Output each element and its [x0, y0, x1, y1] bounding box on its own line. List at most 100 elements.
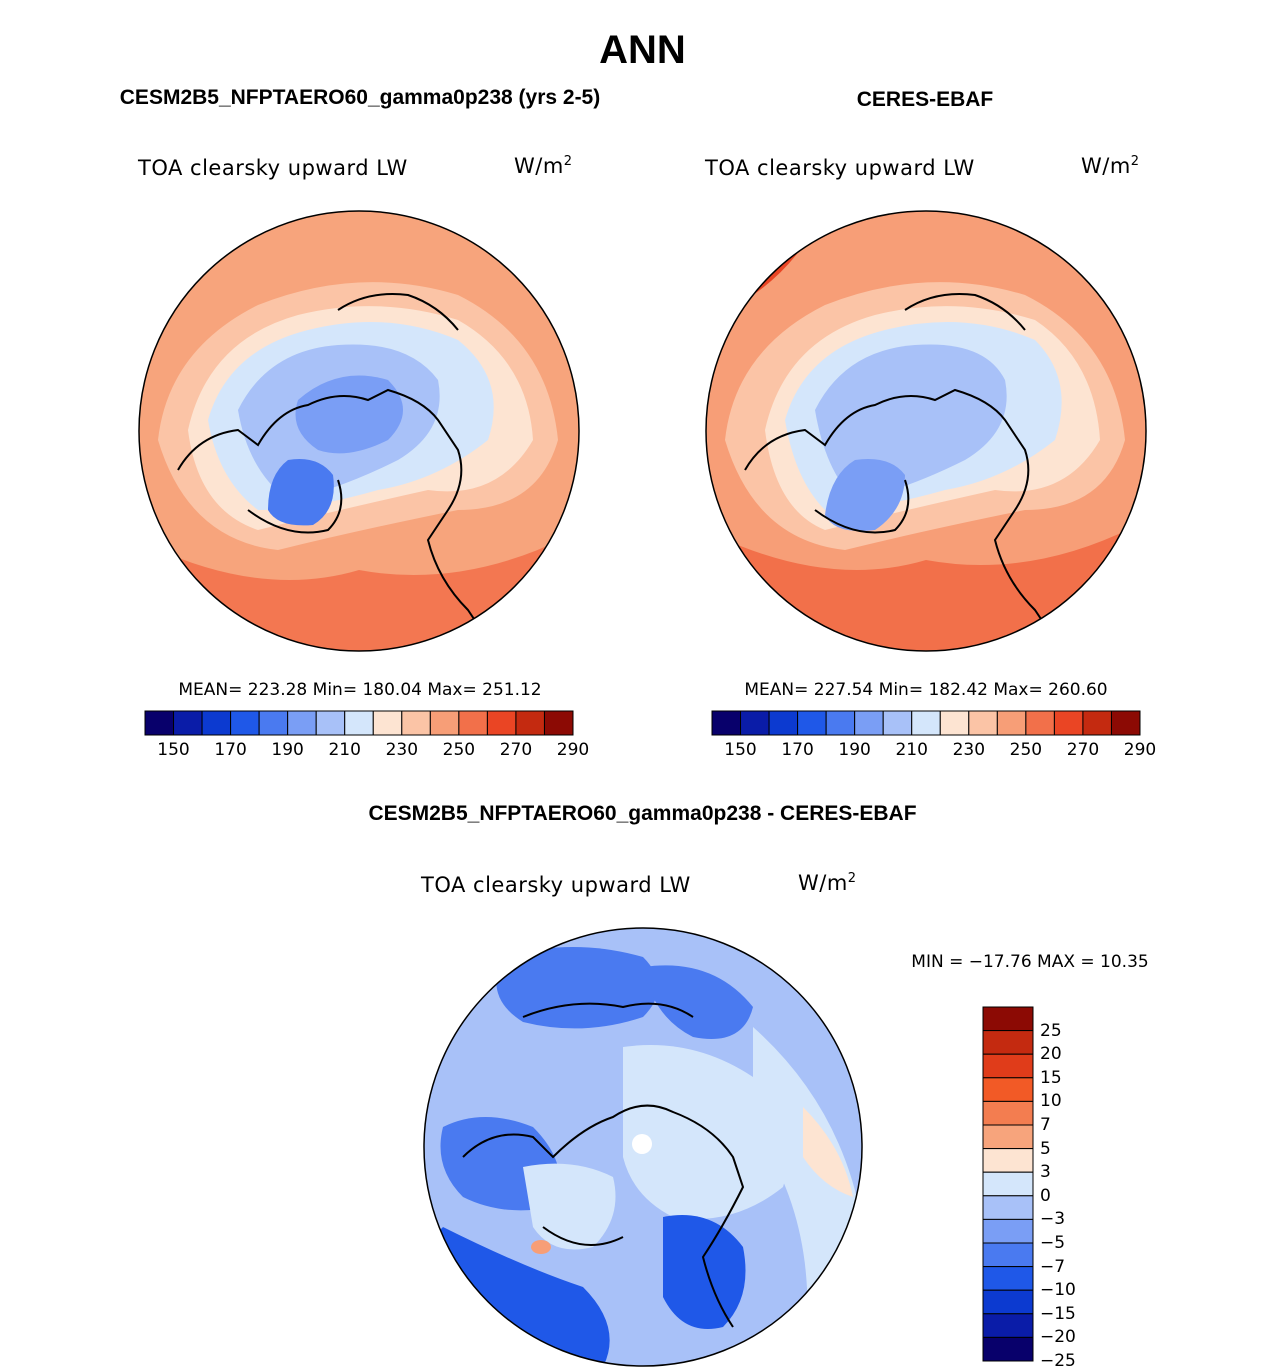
colorbar-swatch — [768, 710, 799, 736]
colorbar-swatch — [344, 710, 374, 736]
panel-diff-title: CESM2B5_NFPTAERO60_gamma0p238 - CERES-EB… — [368, 802, 917, 825]
panel-diff-variable: TOA clearsky upward LW — [421, 873, 691, 897]
colorbar-tick-label: 5 — [1040, 1138, 1051, 1159]
colorbar-swatch — [201, 710, 232, 736]
colorbar-swatch — [429, 710, 460, 736]
colorbar-tick-label: 290 — [556, 740, 590, 760]
panel-model-variable: TOA clearsky upward LW — [138, 156, 408, 180]
colorbar-tick-label: −3 — [1040, 1209, 1066, 1230]
colorbar-tick-label: 250 — [442, 740, 476, 760]
colorbar-tick-label: 190 — [271, 740, 304, 760]
colorbar-tick-label: 10 — [1040, 1091, 1062, 1112]
colorbar-swatch — [1082, 710, 1112, 736]
panel-obs-units: W/m2 — [1081, 154, 1140, 178]
colorbar-tick-label: 230 — [385, 740, 419, 760]
colorbar-swatch — [982, 1336, 1034, 1362]
colorbar-swatch — [458, 710, 488, 736]
colorbar-model-ticks: 150 170 190 210 230 250 270 290 — [145, 740, 589, 764]
map-fill-pale-warm — [803, 1107, 853, 1197]
colorbar-swatch — [173, 710, 203, 736]
colorbar-swatch — [982, 1053, 1034, 1079]
colorbar-tick-label: 190 — [838, 740, 871, 760]
colorbar-swatch — [982, 1171, 1034, 1197]
colorbar-tick-label: 20 — [1040, 1044, 1062, 1065]
panel-obs-stats: MEAN= 227.54 Min= 182.42 Max= 260.60 — [744, 680, 1108, 700]
map-panel-obs — [705, 210, 1147, 652]
panel-model-stats: MEAN= 223.28 Min= 180.04 Max= 251.12 — [178, 680, 542, 700]
colorbar-swatch — [1025, 710, 1055, 736]
panel-obs-title: CERES-EBAF — [856, 88, 994, 111]
map-fill-warm-spot — [531, 1240, 551, 1254]
colorbar-swatch — [1110, 710, 1141, 736]
colorbar-tick-label: 250 — [1009, 740, 1043, 760]
colorbar-swatch — [982, 1289, 1034, 1315]
map-panel-model — [138, 210, 580, 652]
colorbar-tick-label: 170 — [781, 740, 814, 760]
colorbar-swatch — [982, 1266, 1034, 1291]
colorbar-tick-label: 150 — [157, 740, 190, 760]
colorbar-swatch — [939, 710, 970, 736]
colorbar-swatch — [996, 710, 1027, 736]
panel-obs-variable: TOA clearsky upward LW — [705, 156, 975, 180]
colorbar-tick-label: 15 — [1040, 1067, 1062, 1088]
colorbar-swatch — [982, 1030, 1034, 1055]
panel-diff-stats: MIN = −17.76 MAX = 10.35 — [911, 952, 1149, 972]
colorbar-swatch — [543, 710, 574, 736]
colorbar-swatch — [882, 710, 913, 736]
colorbar-tick-label: 3 — [1040, 1162, 1051, 1183]
colorbar-swatch — [144, 710, 175, 736]
map-fill-greenland — [825, 459, 905, 531]
colorbar-swatch — [797, 710, 827, 736]
colorbar-swatch — [982, 1006, 1034, 1032]
colorbar-tick-label: 290 — [1123, 740, 1157, 760]
colorbar-swatch — [515, 710, 545, 736]
map-fill-blue-scand — [663, 1215, 746, 1329]
colorbar-swatch — [982, 1077, 1034, 1102]
colorbar-obs — [711, 710, 1141, 736]
colorbar-tick-label: −5 — [1040, 1233, 1066, 1253]
colorbar-swatch — [911, 710, 941, 736]
map-fill-greenland — [268, 459, 334, 526]
coastline — [462, 1002, 745, 1328]
colorbar-swatch — [982, 1218, 1034, 1244]
colorbar-swatch — [982, 1100, 1034, 1126]
colorbar-swatch — [258, 710, 289, 736]
colorbar-swatch — [982, 1195, 1034, 1220]
coastline — [744, 293, 1056, 641]
colorbar-swatch — [486, 710, 517, 736]
colorbar-tick-label: 7 — [1040, 1115, 1051, 1135]
colorbar-swatch — [230, 710, 260, 736]
colorbar-tick-label: 230 — [952, 740, 986, 760]
coastline — [177, 293, 489, 641]
colorbar-swatch — [968, 710, 998, 736]
colorbar-swatch — [854, 710, 884, 736]
colorbar-tick-label: 170 — [214, 740, 247, 760]
panel-model-units: W/m2 — [514, 154, 573, 178]
colorbar-swatch — [982, 1124, 1034, 1150]
map-fill-light-region — [623, 1045, 789, 1219]
colorbar-tick-label: 210 — [895, 740, 928, 760]
colorbar-swatch — [740, 710, 770, 736]
colorbar-swatch — [982, 1242, 1034, 1268]
colorbar-swatch — [982, 1148, 1034, 1173]
colorbar-swatch — [287, 710, 317, 736]
map-fill-blue-top — [496, 947, 658, 1029]
pole-hole — [632, 1134, 652, 1154]
figure-title: ANN — [599, 28, 686, 72]
colorbar-diff-ticks: 25 20 15 10 7 5 3 0 −3 −5 −7 −10 −15 −20 −25 — [1040, 1007, 1100, 1371]
colorbar-model — [144, 710, 574, 736]
map-fill-bottom — [706, 520, 1146, 651]
colorbar-tick-label: 210 — [328, 740, 361, 760]
colorbar-swatch — [372, 710, 403, 736]
colorbar-swatch — [1053, 710, 1084, 736]
colorbar-swatch — [711, 710, 742, 736]
colorbar-tick-label: −20 — [1040, 1327, 1076, 1348]
map-panel-diff — [423, 927, 863, 1367]
panel-diff-units: W/m2 — [798, 871, 857, 895]
panel-model-title: CESM2B5_NFPTAERO60_gamma0p238 (yrs 2-5) — [119, 86, 601, 109]
colorbar-obs-ticks: 150 170 190 210 230 250 270 290 — [712, 740, 1156, 764]
colorbar-tick-label: −7 — [1040, 1256, 1066, 1277]
map-fill-greenland-light — [523, 1163, 616, 1250]
map-fill-blue-right — [643, 965, 753, 1039]
colorbar-tick-label: 150 — [724, 740, 757, 760]
